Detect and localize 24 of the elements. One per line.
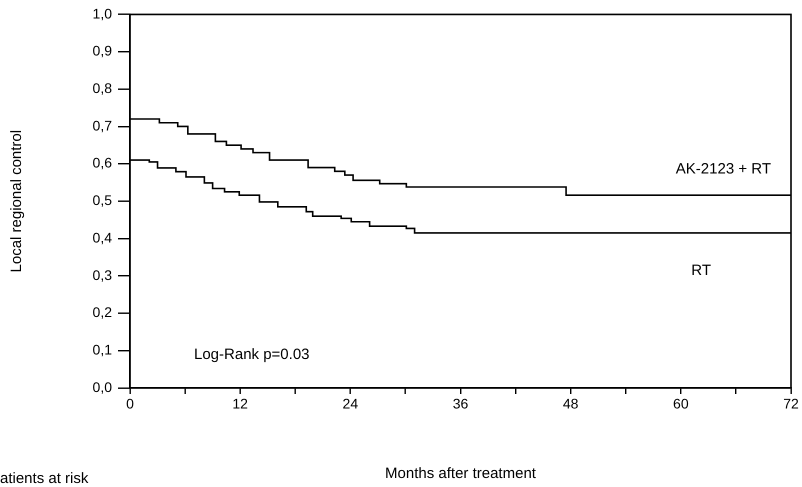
y-tick-label: 0,3	[92, 266, 112, 283]
y-tick-label: 1,0	[92, 5, 112, 22]
y-tick-label: 0,9	[92, 42, 112, 59]
x-tick-label: 48	[562, 395, 579, 412]
x-tick-label: 0	[126, 395, 134, 412]
x-axis-title: Months after treatment	[385, 465, 537, 482]
x-tick-label: 36	[452, 395, 468, 412]
annotation: Log-Rank p=0.03	[194, 346, 310, 364]
x-tick-label: 24	[342, 395, 358, 412]
y-tick-label: 0,6	[92, 154, 112, 171]
y-tick-label: 0,2	[92, 304, 112, 320]
y-tick-label: 0,7	[92, 117, 112, 134]
y-tick-label: 0,1	[92, 342, 112, 358]
text: atients at risk	[0, 470, 89, 487]
series-label: AK-2123 + RT	[676, 160, 771, 178]
x-tick-label: 72	[783, 395, 799, 412]
y-tick-label: 0,5	[92, 192, 112, 208]
x-tick-label: 12	[232, 395, 248, 412]
y-tick-label: 0,8	[92, 80, 112, 96]
series-label: RT	[691, 262, 711, 280]
y-tick-label: 0,0	[92, 378, 112, 395]
x-tick-label: 60	[673, 395, 689, 412]
y-axis-title: Local regional control	[8, 130, 26, 272]
y-tick-label: 0,4	[92, 229, 112, 246]
